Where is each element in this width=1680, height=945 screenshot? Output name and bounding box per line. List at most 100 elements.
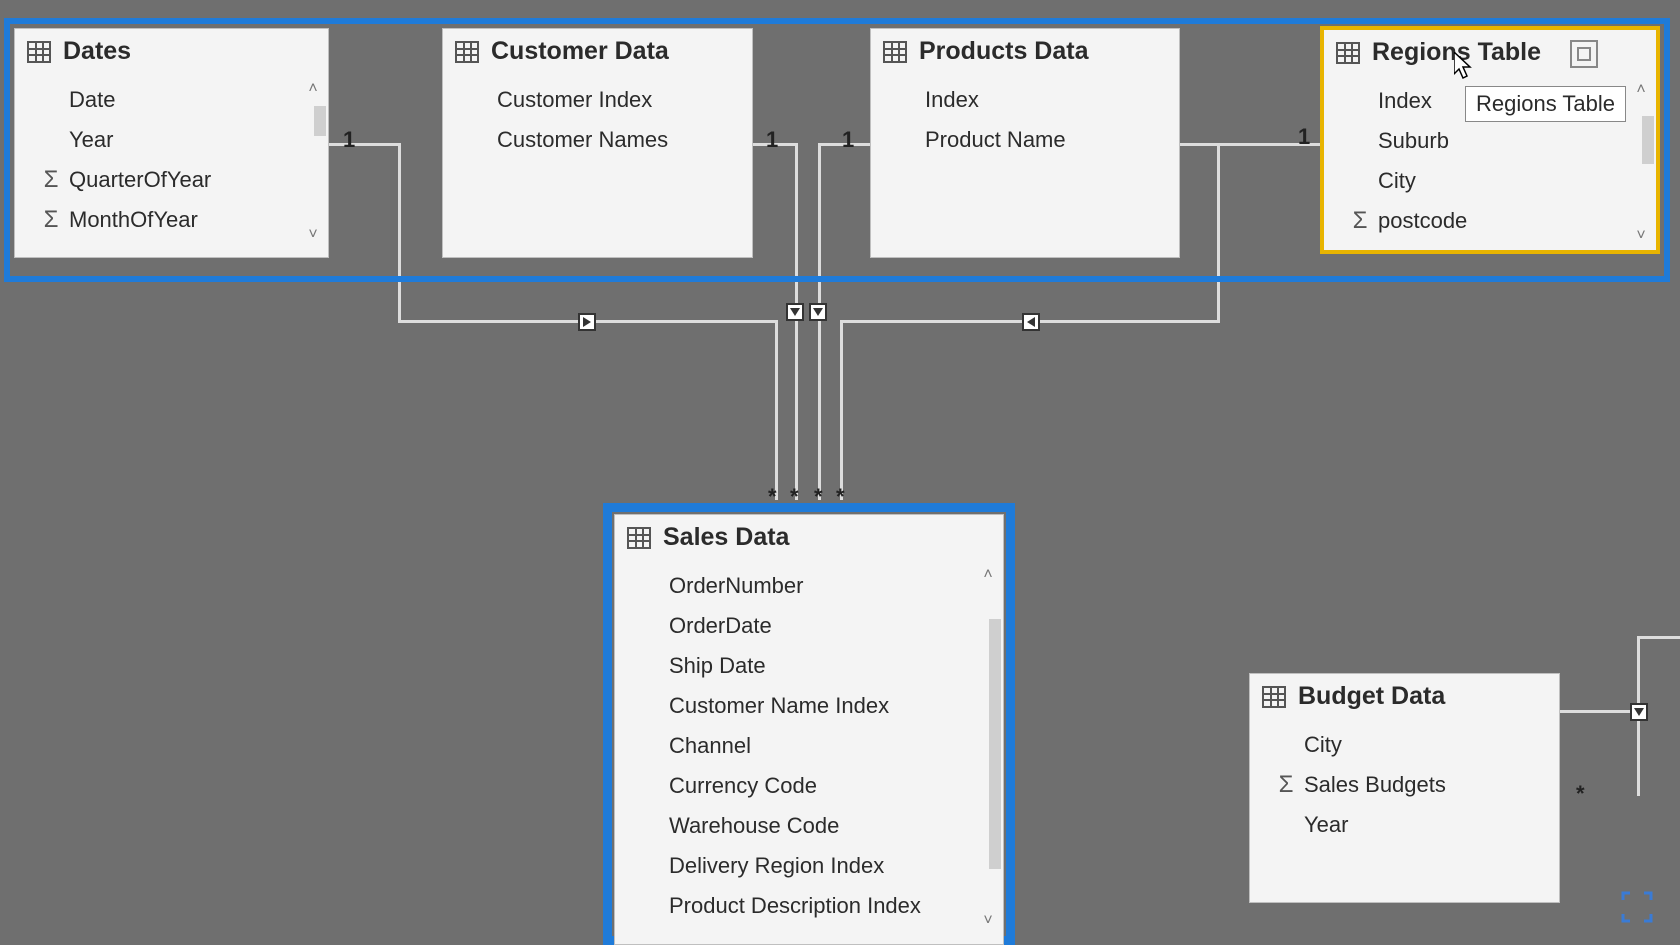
table-fields: Index Product Name [871,74,1179,170]
table-products[interactable]: Products Data Index Product Name [870,28,1180,258]
cardinality-many: * [1576,781,1585,807]
table-icon [1262,686,1286,708]
sigma-icon: Σ [33,206,69,234]
field-row[interactable]: Customer Names [461,120,734,160]
table-fields: Customer Index Customer Names [443,74,752,170]
field-row[interactable]: ΣSales Budgets [1268,765,1541,805]
scroll-up-icon[interactable]: ˄ [1630,79,1652,101]
field-name: QuarterOfYear [69,167,211,193]
table-title: Customer Data [491,37,669,66]
cardinality-many: * [790,484,799,510]
field-row[interactable]: Customer Index [461,80,734,120]
field-row[interactable]: OrderNumber [633,566,985,606]
field-name: Warehouse Code [669,813,839,839]
field-row[interactable]: Year [33,120,310,160]
field-row[interactable]: Customer Name Index [633,686,985,726]
expand-table-button[interactable] [1570,40,1598,68]
table-icon [455,41,479,63]
field-row[interactable]: Product Name [889,120,1161,160]
cardinality-many: * [814,484,823,510]
tooltip: Regions Table [1465,86,1626,122]
field-name: Currency Code [669,773,817,799]
field-row[interactable]: ΣMonthOfYear [33,200,310,240]
field-name: Customer Names [497,127,668,153]
table-header[interactable]: Products Data [871,29,1179,74]
field-name: Index [1378,88,1432,114]
scroll-down-icon[interactable]: ˅ [1630,225,1652,247]
scroll-up-icon[interactable]: ˄ [302,78,324,100]
field-name: Customer Index [497,87,652,113]
table-budget[interactable]: Budget DataCityΣSales BudgetsYear [1249,673,1560,903]
field-name: Product Description Index [669,893,921,919]
field-row[interactable]: City [1342,161,1638,201]
field-row[interactable]: ΣQuarterOfYear [33,160,310,200]
field-name: OrderNumber [669,573,803,599]
table-icon [1336,42,1360,64]
table-fields: DateYearΣQuarterOfYearΣMonthOfYear˄˅ [15,74,328,250]
cardinality-one: 1 [1298,124,1310,150]
table-customer[interactable]: Customer Data Customer Index Customer Name… [442,28,753,258]
table-title: Dates [63,37,131,66]
field-row[interactable]: Date [33,80,310,120]
table-header[interactable]: Budget Data [1250,674,1559,719]
table-header[interactable]: Customer Data [443,29,752,74]
cardinality-one: 1 [766,127,778,153]
fit-to-screen-icon[interactable] [1620,890,1654,929]
field-name: OrderDate [669,613,772,639]
table-dates[interactable]: DatesDateYearΣQuarterOfYearΣMonthOfYear˄… [14,28,329,258]
field-name: Index [925,87,979,113]
field-row[interactable]: Suburb [1342,121,1638,161]
field-row[interactable]: Ship Date [633,646,985,686]
scroll-thumb[interactable] [314,106,326,136]
field-name: City [1304,732,1342,758]
table-sales[interactable]: Sales Data OrderNumber OrderDate Ship Date C… [614,514,1004,945]
table-title: Regions Table [1372,38,1541,67]
table-regions[interactable]: Regions TableIndexSuburbCityΣpostcode˄˅ [1320,26,1660,254]
table-title: Sales Data [663,523,789,552]
cardinality-many: * [836,484,845,510]
field-name: MonthOfYear [69,207,198,233]
cardinality-many: * [768,484,777,510]
table-fields: OrderNumber OrderDate Ship Date Customer Na… [615,560,1003,936]
field-row[interactable]: Channel [633,726,985,766]
sigma-icon: Σ [33,166,69,194]
scroll-down-icon[interactable]: ˅ [302,224,324,246]
table-fields: CityΣSales BudgetsYear [1250,719,1559,855]
cardinality-one: 1 [343,127,355,153]
sigma-icon: Σ [1268,771,1304,799]
field-name: postcode [1378,208,1467,234]
scroll-up-icon[interactable]: ˄ [977,564,999,586]
table-icon [627,527,651,549]
field-name: Suburb [1378,128,1449,154]
scroll-thumb[interactable] [1642,116,1654,164]
table-header[interactable]: Sales Data [615,515,1003,560]
sigma-icon: Σ [1342,207,1378,235]
field-name: Year [69,127,113,153]
field-row[interactable]: Year [1268,805,1541,845]
field-name: Ship Date [669,653,766,679]
field-name: Product Name [925,127,1066,153]
field-name: City [1378,168,1416,194]
field-row[interactable]: OrderDate [633,606,985,646]
table-icon [27,41,51,63]
cardinality-one: 1 [842,127,854,153]
table-title: Products Data [919,37,1088,66]
field-row[interactable]: Currency Code [633,766,985,806]
field-name: Channel [669,733,751,759]
scroll-down-icon[interactable]: ˅ [977,910,999,932]
field-row[interactable]: Σpostcode [1342,201,1638,241]
field-row[interactable]: Index [889,80,1161,120]
field-name: Sales Budgets [1304,772,1446,798]
field-row[interactable]: Warehouse Code [633,806,985,846]
table-title: Budget Data [1298,682,1445,711]
field-name: Year [1304,812,1348,838]
scroll-thumb[interactable] [989,619,1001,869]
field-row[interactable]: City [1268,725,1541,765]
field-row[interactable]: Delivery Region Index [633,846,985,886]
table-header[interactable]: Dates [15,29,328,74]
field-row[interactable]: Product Description Index [633,886,985,926]
field-name: Date [69,87,115,113]
field-name: Customer Name Index [669,693,889,719]
table-header[interactable]: Regions Table [1324,30,1656,75]
field-name: Delivery Region Index [669,853,884,879]
